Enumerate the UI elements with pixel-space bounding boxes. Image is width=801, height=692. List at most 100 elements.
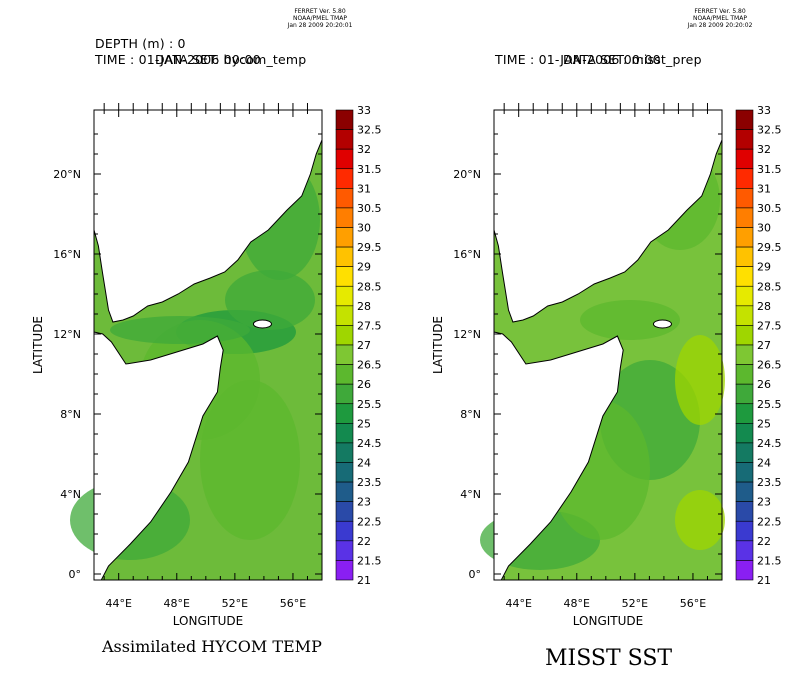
colorbar: 33 32.5 32 31.5 31 30.5 30 29.5 29 28.5 28 27.5 27 26… bbox=[735, 104, 782, 587]
colorbar-swatch bbox=[735, 520, 754, 542]
colorbar-swatch bbox=[735, 344, 754, 365]
misst-sst-panel: FERRET Ver. 5.80 NOAA/PMEL TMAP Jan 28 2… bbox=[400, 0, 800, 692]
colorbar-label: 25 bbox=[757, 417, 771, 430]
x-tick-label: 48°E bbox=[164, 597, 190, 610]
y-tick-label: 4°N bbox=[60, 488, 81, 501]
x-tick-label: 44°E bbox=[105, 597, 131, 610]
temperature-patch bbox=[225, 270, 315, 330]
colorbar-swatch bbox=[735, 364, 754, 385]
ferret-version-stamp: FERRET Ver. 5.80 NOAA/PMEL TMAP Jan 28 2… bbox=[265, 8, 375, 29]
y-tick-label: 20°N bbox=[53, 168, 81, 181]
colorbar-label: 22.5 bbox=[757, 515, 782, 528]
ferret-date-text: Jan 28 2009 20:20:02 bbox=[687, 22, 753, 29]
x-axis-label: LONGITUDE bbox=[573, 614, 643, 628]
colorbar-label: 28.5 bbox=[357, 280, 382, 293]
horn-of-africa-land bbox=[493, 331, 624, 581]
colorbar-label: 29.5 bbox=[357, 241, 382, 254]
temperature-patch bbox=[200, 380, 300, 540]
colorbar-label: 23 bbox=[357, 496, 371, 509]
map-caption: MISST SST bbox=[545, 646, 673, 671]
colorbar-label: 28 bbox=[357, 300, 371, 313]
colorbar-swatch bbox=[735, 246, 754, 267]
colorbar-swatch bbox=[335, 462, 354, 483]
colorbar-label: 33 bbox=[357, 104, 371, 117]
ferret-version-text: FERRET Ver. 5.80 bbox=[694, 8, 746, 15]
colorbar-label: 32 bbox=[357, 143, 371, 156]
map-caption: Assimilated HYCOM TEMP bbox=[102, 637, 322, 656]
colorbar: 33 32.5 32 31.5 31 30.5 30 29.5 29 28.5 28 27.5 27 26… bbox=[335, 104, 382, 587]
x-tick-label: 48°E bbox=[564, 597, 590, 610]
x-tick-label: 56°E bbox=[280, 597, 306, 610]
colorbar-label: 26 bbox=[757, 378, 771, 391]
colorbar-label: 30.5 bbox=[757, 202, 782, 215]
colorbar-swatch bbox=[335, 501, 354, 522]
colorbar-swatch bbox=[335, 520, 354, 542]
colorbar-swatch bbox=[735, 403, 754, 424]
colorbar-label: 31.5 bbox=[357, 163, 382, 176]
colorbar-label: 25 bbox=[357, 417, 371, 430]
colorbar-label: 32.5 bbox=[757, 124, 782, 137]
colorbar-swatch bbox=[735, 109, 754, 130]
socotra-island bbox=[252, 319, 272, 329]
colorbar-label: 27.5 bbox=[357, 319, 382, 332]
colorbar-label: 27 bbox=[357, 339, 371, 352]
colorbar-swatch bbox=[735, 305, 754, 326]
colorbar-label: 24 bbox=[757, 457, 771, 470]
y-tick-label: 20°N bbox=[453, 168, 481, 181]
sst-map-chart: 44°E 48°E 52°E 56°E 0° 4°N 8°N 12°N 16°N 20°N LONG… bbox=[31, 103, 382, 628]
arabian-peninsula-land bbox=[493, 109, 723, 323]
colorbar-label: 22 bbox=[357, 535, 371, 548]
colorbar-swatch bbox=[335, 540, 354, 561]
colorbar-label: 32.5 bbox=[357, 124, 382, 137]
colorbar-label: 22.5 bbox=[357, 515, 382, 528]
colorbar-label: 31.5 bbox=[757, 163, 782, 176]
x-axis-label: LONGITUDE bbox=[173, 614, 243, 628]
colorbar-swatch bbox=[335, 344, 354, 365]
temperature-patch bbox=[675, 335, 725, 425]
y-tick-label: 4°N bbox=[460, 488, 481, 501]
hycom-temp-panel: FERRET Ver. 5.80 NOAA/PMEL TMAP Jan 28 2… bbox=[0, 0, 400, 692]
plot-frame bbox=[493, 109, 723, 581]
y-tick-label: 0° bbox=[469, 568, 482, 581]
map-plot-area: 44°E 48°E 52°E 56°E 0° 4°N 8°N 12°N 16°N 20°N LONG… bbox=[31, 103, 323, 628]
colorbar-swatch bbox=[735, 462, 754, 483]
y-tick-label: 8°N bbox=[60, 408, 81, 421]
colorbar-swatch bbox=[335, 148, 354, 170]
colorbar-label: 32 bbox=[757, 143, 771, 156]
colorbar-swatch bbox=[335, 188, 354, 209]
y-tick-label: 12°N bbox=[453, 328, 481, 341]
colorbar-label: 29.5 bbox=[757, 241, 782, 254]
temperature-patch bbox=[580, 300, 680, 340]
colorbar-swatch bbox=[335, 383, 354, 405]
colorbar-label: 30.5 bbox=[357, 202, 382, 215]
x-tick-label: 56°E bbox=[680, 597, 706, 610]
ferret-version-text: FERRET Ver. 5.80 bbox=[294, 8, 346, 15]
colorbar-swatch bbox=[335, 305, 354, 326]
colorbar-label: 21 bbox=[757, 574, 771, 587]
x-tick-label: 44°E bbox=[505, 597, 531, 610]
colorbar-swatch bbox=[735, 540, 754, 561]
colorbar-swatch bbox=[335, 207, 354, 228]
time-label: TIME : 01-JAN-2006 00:00 bbox=[95, 52, 261, 67]
colorbar-swatch bbox=[335, 227, 354, 248]
colorbar-label: 21.5 bbox=[357, 554, 382, 567]
y-tick-label: 0° bbox=[69, 568, 82, 581]
colorbar-swatch bbox=[735, 168, 754, 189]
colorbar-swatch bbox=[335, 481, 354, 502]
colorbar-swatch bbox=[735, 423, 754, 444]
colorbar-swatch bbox=[335, 168, 354, 189]
colorbar-label: 24 bbox=[357, 457, 371, 470]
temperature-patch bbox=[110, 316, 250, 344]
colorbar-label: 28.5 bbox=[757, 280, 782, 293]
ferret-org-text: NOAA/PMEL TMAP bbox=[293, 15, 347, 22]
colorbar-label: 25.5 bbox=[757, 398, 782, 411]
colorbar-label: 26 bbox=[357, 378, 371, 391]
colorbar-swatch bbox=[735, 383, 754, 405]
colorbar-swatch bbox=[735, 560, 754, 581]
plot-frame bbox=[93, 109, 323, 581]
colorbar-swatch bbox=[335, 325, 354, 346]
map-plot-area: 44°E 48°E 52°E 56°E 0° 4°N 8°N 12°N 16°N 20°N LONG… bbox=[431, 103, 725, 628]
dataset-title: DATA SET: misst_prep bbox=[563, 52, 702, 67]
colorbar-swatch bbox=[735, 481, 754, 502]
colorbar-label: 27.5 bbox=[757, 319, 782, 332]
